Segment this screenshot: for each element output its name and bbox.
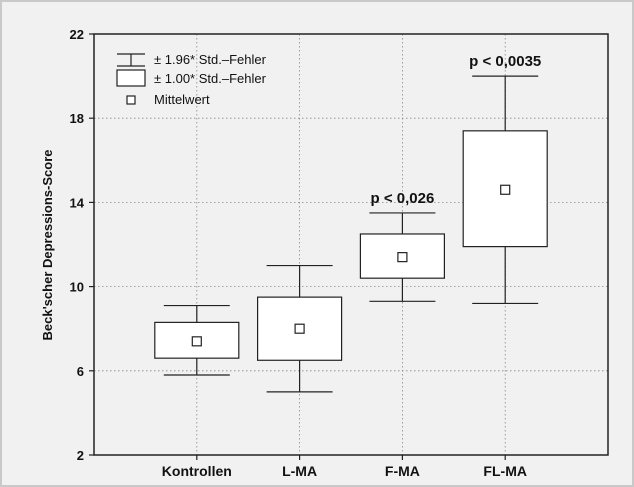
box-group-l-ma: [257, 264, 343, 393]
y-tick-label: 10: [70, 280, 84, 295]
mean-marker: [500, 184, 511, 195]
annotations: p < 0,026 p < 0,0035: [371, 53, 542, 207]
legend: ± 1.96* Std.–Fehler ± 1.00* Std.–Fehler …: [116, 52, 267, 107]
x-category-label: FL-MA: [483, 463, 527, 479]
x-category-label: Kontrollen: [162, 463, 232, 479]
plot-area: [93, 33, 609, 456]
x-category-label: L-MA: [282, 463, 317, 479]
box-group-kontrollen: [154, 304, 240, 376]
p-value-annotation: p < 0,0035: [469, 53, 541, 70]
box: [462, 130, 548, 248]
y-tick-label: 18: [70, 111, 84, 126]
box-marks: [154, 75, 548, 393]
legend-mean-label: Mittelwert: [154, 92, 210, 107]
y-tick-label: 22: [70, 27, 84, 42]
box-group-fl-ma: [462, 75, 548, 305]
y-axis-label: Beck'scher Depressions-Score: [40, 150, 55, 341]
y-axis: 2 6 10 14 18 22: [70, 27, 94, 463]
mean-marker: [397, 252, 408, 263]
x-axis: Kontrollen L-MA F-MA FL-MA: [162, 455, 527, 479]
box-group-f-ma: [359, 212, 445, 302]
legend-box-icon: [116, 69, 146, 87]
y-tick-label: 6: [77, 364, 84, 379]
y-tick-label: 2: [77, 448, 84, 463]
legend-whisker-icon: [117, 53, 145, 67]
y-tick-label: 14: [70, 195, 85, 210]
legend-whisker-label: ± 1.96* Std.–Fehler: [154, 52, 267, 67]
mean-marker: [191, 336, 202, 347]
mean-marker: [294, 323, 305, 334]
legend-box-label: ± 1.00* Std.–Fehler: [154, 71, 267, 86]
x-category-label: F-MA: [385, 463, 420, 479]
legend-mean-icon: [126, 95, 136, 105]
p-value-annotation: p < 0,026: [371, 190, 435, 207]
